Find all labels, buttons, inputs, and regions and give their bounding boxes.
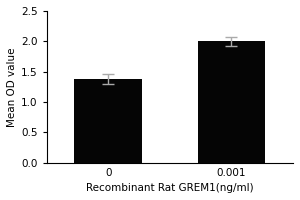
Bar [198,41,265,163]
Y-axis label: Mean OD value: Mean OD value [7,47,17,127]
X-axis label: Recombinant Rat GREM1(ng/ml): Recombinant Rat GREM1(ng/ml) [86,183,254,193]
Bar [74,79,142,163]
